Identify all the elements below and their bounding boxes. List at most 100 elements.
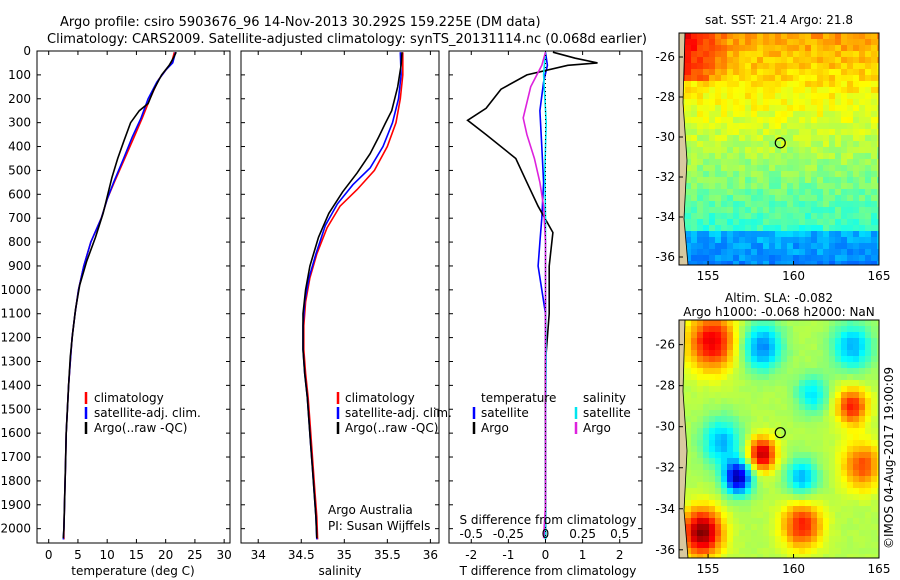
map-cell <box>871 338 878 345</box>
map-cell <box>709 141 716 148</box>
map-cell <box>811 434 818 441</box>
map-cell <box>697 398 704 405</box>
map-cell <box>847 135 854 142</box>
map-cell <box>709 135 716 142</box>
map-cell <box>697 470 704 477</box>
map-cell <box>817 548 824 555</box>
map-cell <box>751 171 758 178</box>
map-cell <box>751 201 758 208</box>
map-cell <box>817 165 824 172</box>
map-cell <box>709 105 716 112</box>
map-cell <box>775 183 782 190</box>
map-cell <box>739 51 746 58</box>
map-cell <box>739 135 746 142</box>
map-cell <box>757 440 764 447</box>
map-cell <box>769 87 776 94</box>
map-cell <box>787 470 794 477</box>
map-cell <box>697 488 704 495</box>
map-cell <box>871 171 878 178</box>
map-cell <box>811 135 818 142</box>
map-cell <box>697 422 704 429</box>
map-cell <box>829 213 836 220</box>
map-cell <box>835 117 842 124</box>
map-cell <box>781 338 788 345</box>
map-cell <box>715 33 722 40</box>
map-cell <box>769 440 776 447</box>
map-cell <box>763 141 770 148</box>
map-cell <box>817 225 824 232</box>
map-cell <box>853 398 860 405</box>
map-x-label: 165 <box>868 269 891 283</box>
map-cell <box>805 326 812 333</box>
map-cell <box>805 422 812 429</box>
map-cell <box>871 165 878 172</box>
map-cell <box>685 404 692 411</box>
map-cell <box>763 51 770 58</box>
map-cell <box>757 434 764 441</box>
map-cell <box>727 255 734 262</box>
map-cell <box>685 39 692 46</box>
map-cell <box>769 183 776 190</box>
map-cell <box>727 189 734 196</box>
map-cell <box>781 446 788 453</box>
map-cell <box>871 45 878 52</box>
map-cell <box>763 75 770 82</box>
map-cell <box>823 422 830 429</box>
map-cell <box>775 153 782 160</box>
map-cell <box>757 536 764 543</box>
map-cell <box>757 476 764 483</box>
map-cell <box>685 374 692 381</box>
map-cell <box>757 524 764 531</box>
map-cell <box>703 422 710 429</box>
map-cell <box>847 63 854 70</box>
map-cell <box>739 219 746 226</box>
map-cell <box>769 434 776 441</box>
map-cell <box>853 105 860 112</box>
map-cell <box>745 434 752 441</box>
map-cell <box>733 524 740 531</box>
map-cell <box>727 183 734 190</box>
map-cell <box>685 123 692 130</box>
map-cell <box>847 410 854 417</box>
map-cell <box>781 57 788 64</box>
map-cell <box>697 338 704 345</box>
map-cell <box>853 171 860 178</box>
map-cell <box>793 183 800 190</box>
map-cell <box>805 452 812 459</box>
map-cell <box>793 231 800 238</box>
map-cell <box>763 536 770 543</box>
map-cell <box>865 344 872 351</box>
map-cell <box>715 165 722 172</box>
map-cell <box>835 93 842 100</box>
map-cell <box>817 123 824 130</box>
map-cell <box>745 99 752 106</box>
map-cell <box>751 512 758 519</box>
map-cell <box>685 530 692 537</box>
map-cell <box>751 123 758 130</box>
map-cell <box>871 524 878 531</box>
map-cell <box>691 51 698 58</box>
map-cell <box>775 548 782 555</box>
map-cell <box>841 476 848 483</box>
map-cell <box>757 207 764 214</box>
map-cell <box>859 129 866 136</box>
map-cell <box>775 39 782 46</box>
map-cell <box>733 518 740 525</box>
map-cell <box>787 33 794 40</box>
map-cell <box>769 554 776 558</box>
map-cell <box>811 554 818 558</box>
map-cell <box>757 117 764 124</box>
map-cell <box>835 320 842 327</box>
map-cell <box>703 243 710 250</box>
map-cell <box>817 452 824 459</box>
map-cell <box>733 542 740 549</box>
map-cell <box>835 332 842 339</box>
map-cell <box>793 542 800 549</box>
map-cell <box>727 69 734 76</box>
map-cell <box>877 69 879 76</box>
map-cell <box>787 368 794 375</box>
map-cell <box>751 446 758 453</box>
map-cell <box>739 464 746 471</box>
map-cell <box>853 362 860 369</box>
map-cell <box>733 51 740 58</box>
